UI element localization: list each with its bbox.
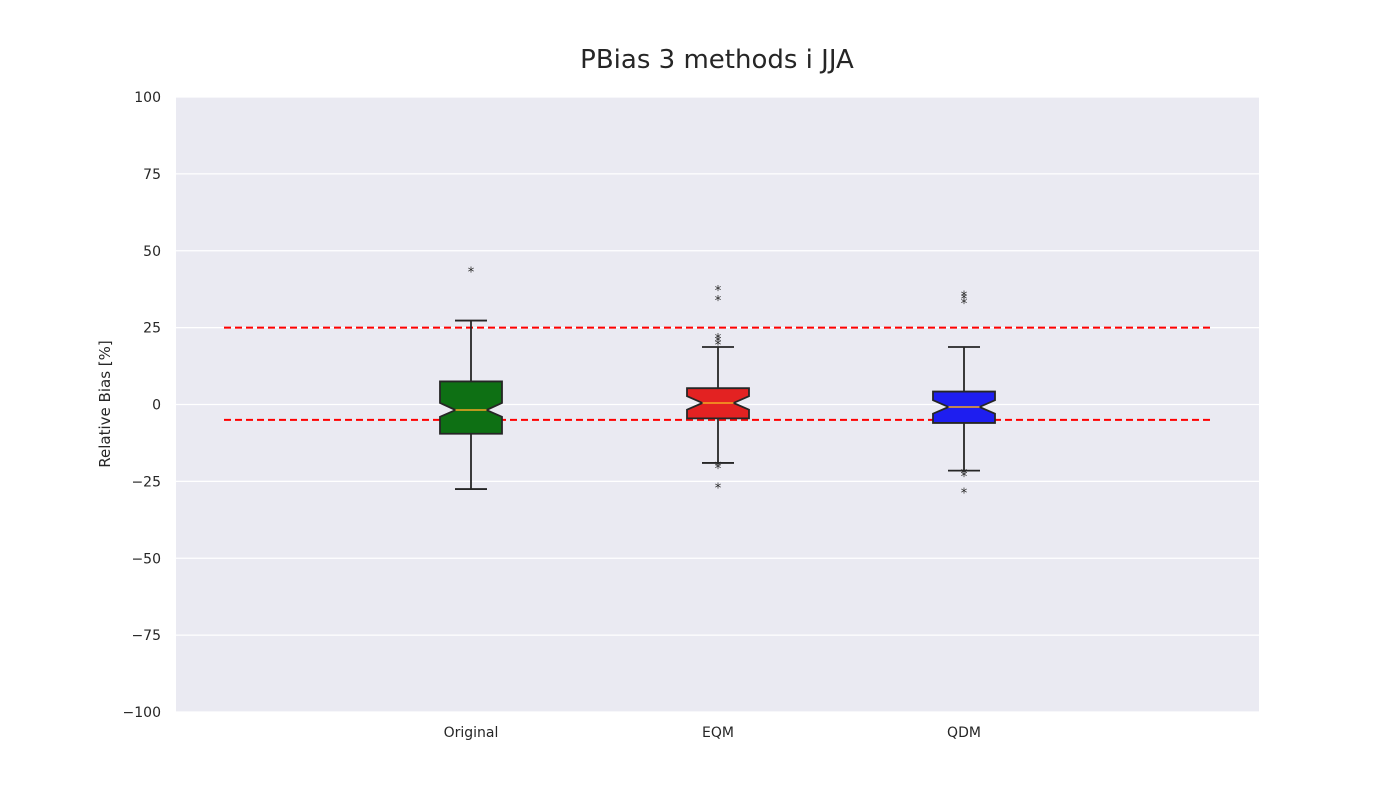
outlier-point: * [961, 292, 968, 307]
outlier-point: * [715, 284, 722, 299]
outlier-point: * [715, 339, 722, 354]
box-eqm: ******** [686, 284, 750, 497]
box-plots: *************** [439, 266, 996, 502]
outlier-point: * [715, 482, 722, 497]
outlier-point: * [715, 335, 722, 350]
outlier-point: * [961, 470, 968, 485]
x-tick-label: EQM [702, 725, 734, 741]
y-tick-label: 25 [143, 321, 161, 337]
x-tick-labels: Original EQM QDM [444, 725, 981, 741]
chart-title: PBias 3 methods i JJA [580, 45, 854, 75]
x-tick-label: QDM [947, 725, 981, 741]
box-qdm: ****** [932, 289, 996, 502]
outlier-point: * [961, 297, 968, 312]
outlier-point: * [715, 332, 722, 347]
outlier-point: * [715, 294, 722, 309]
box-body [439, 380, 503, 435]
y-tick-label: 0 [152, 398, 161, 414]
box-original: * [439, 266, 503, 490]
y-tick-labels: 100 75 50 25 0 −25 −50 −75 −100 [123, 90, 161, 721]
y-tick-label: −75 [131, 628, 161, 644]
y-tick-label: −50 [131, 551, 161, 567]
outlier-point: * [715, 459, 722, 474]
outlier-point: * [961, 487, 968, 502]
y-tick-label: −100 [123, 705, 161, 721]
outlier-point: * [961, 289, 968, 304]
outlier-point: * [715, 462, 722, 477]
outlier-point: * [468, 266, 475, 281]
y-tick-label: −25 [131, 474, 161, 490]
y-tick-label: 75 [143, 167, 161, 183]
x-tick-label: Original [444, 725, 499, 741]
y-tick-label: 50 [143, 244, 161, 260]
outlier-point: * [961, 467, 968, 482]
y-tick-label: 100 [134, 90, 161, 106]
y-axis-label: Relative Bias [%] [96, 340, 114, 467]
